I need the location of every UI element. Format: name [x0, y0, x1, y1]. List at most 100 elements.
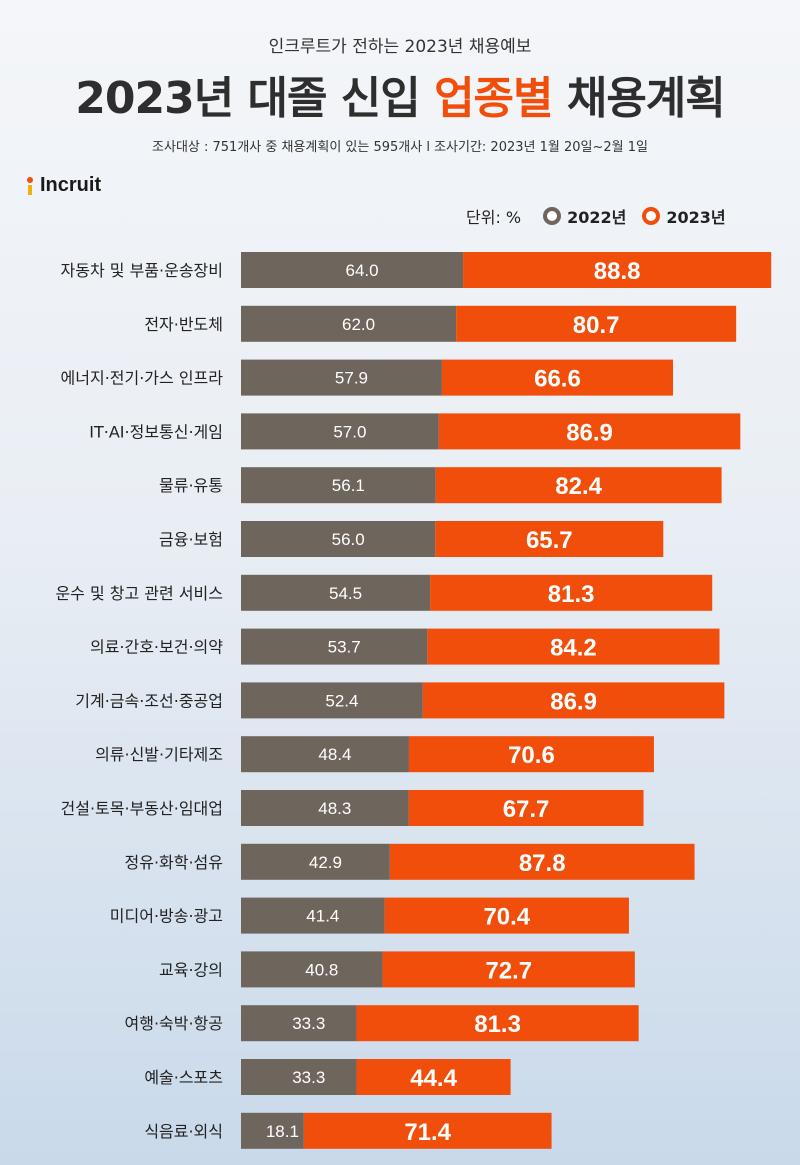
bar-2022: [241, 305, 457, 342]
legend-2022-dot-icon: [543, 207, 562, 225]
bar-2022: [241, 790, 409, 826]
bar-2023: [463, 252, 772, 288]
data-label-2022: 33.3: [292, 1068, 325, 1087]
data-label-2023: 44.4: [410, 1065, 457, 1092]
data-label-2023: 84.2: [550, 635, 597, 662]
legend-2022-label: 2022년: [567, 208, 627, 227]
category-label: 의류·신발·기타제조: [95, 745, 223, 764]
data-label-2023: 65.7: [526, 527, 573, 554]
data-label-2022: 48.3: [318, 799, 351, 818]
chart-subtitle: 인크루트가 전하는 2023년 채용예보: [268, 37, 532, 57]
category-label: 운수 및 창고 관련 서비스: [55, 584, 223, 603]
bar-2022: [241, 897, 385, 934]
bar-2022: [241, 467, 436, 504]
legend-item-2022: 2022년: [543, 204, 626, 228]
data-label-2022: 48.4: [318, 745, 351, 764]
legend: 단위: % 2022년 2023년: [466, 204, 742, 228]
data-label-2022: 56.0: [332, 530, 365, 549]
category-label: 금융·보험: [159, 530, 223, 549]
category-label: 전자·반도체: [144, 315, 223, 334]
category-label: 미디어·방송·광고: [110, 907, 223, 926]
data-label-2022: 33.3: [292, 1014, 325, 1033]
category-label: IT·AI·정보통신·게임: [89, 422, 223, 441]
data-label-2023: 72.7: [485, 957, 532, 984]
data-label-2022: 18.1: [266, 1122, 299, 1141]
data-label-2023: 81.3: [548, 581, 595, 608]
bar-2022: [241, 736, 409, 773]
chart-title: 2023년 대졸 신입 업종별 채용계획: [0, 62, 800, 126]
data-label-2022: 64.0: [345, 261, 378, 280]
data-label-2023: 71.4: [404, 1119, 451, 1146]
category-label: 여행·숙박·항공: [125, 1014, 224, 1033]
incruit-logo-text: Incruit: [40, 174, 102, 196]
bar-2023: [430, 574, 713, 611]
incruit-logo: Incruit: [26, 174, 101, 197]
data-label-2022: 40.8: [305, 960, 338, 979]
bar-2022: [241, 574, 431, 611]
category-label: 물류·유통: [159, 476, 223, 495]
data-label-2022: 52.4: [325, 691, 358, 710]
bar-2023: [303, 1112, 552, 1149]
bar-2023: [456, 305, 737, 342]
data-label-2023: 81.3: [474, 1011, 521, 1038]
category-label: 의료·간호·보건·의약: [90, 638, 223, 657]
bar-2023: [422, 682, 725, 719]
data-label-2023: 66.6: [534, 366, 581, 393]
bar-2022: [241, 359, 442, 396]
bar-2022: [241, 413, 439, 450]
bar-2023: [384, 897, 629, 934]
bar-2023: [441, 359, 674, 396]
data-label-2023: 70.6: [508, 742, 555, 769]
bar-2023: [356, 1005, 639, 1042]
data-label-2022: 42.9: [309, 853, 342, 872]
data-label-2022: 56.1: [332, 476, 365, 495]
survey-info: 조사대상 : 751개사 중 채용계획이 있는 595개사 l 조사기간: 20…: [152, 140, 648, 155]
data-label-2023: 87.8: [519, 850, 566, 877]
legend-2023-dot-icon: [642, 207, 661, 225]
category-label: 교육·강의: [159, 960, 223, 979]
bar-2023: [356, 1059, 511, 1095]
data-label-2022: 54.5: [329, 584, 362, 603]
data-label-2023: 86.9: [566, 419, 613, 446]
title-part1: 2023년 대졸 신입: [75, 73, 435, 124]
data-label-2022: 41.4: [306, 907, 339, 926]
bar-2023: [408, 736, 654, 773]
bar-2022: [241, 1059, 357, 1095]
category-label: 기계·금속·조선·중공업: [75, 691, 223, 710]
category-label: 정유·화학·섬유: [125, 853, 224, 872]
data-label-2022: 53.7: [328, 638, 361, 657]
bar-2022: [241, 951, 383, 988]
legend-2023-label: 2023년: [666, 208, 726, 227]
bar-2023: [427, 628, 720, 665]
data-label-2022: 57.9: [335, 369, 368, 388]
bar-2022: [241, 628, 428, 665]
data-label-2023: 70.4: [483, 904, 530, 931]
data-label-2023: 67.7: [503, 796, 550, 823]
legend-item-2023: 2023년: [642, 204, 726, 228]
legend-unit: 단위: %: [466, 208, 522, 227]
bar-2022: [241, 1005, 357, 1042]
category-label: 에너지·전기·가스 인프라: [61, 369, 224, 388]
data-label-2022: 57.0: [333, 422, 366, 441]
data-label-2023: 88.8: [594, 258, 641, 285]
bar-2022: [241, 682, 423, 719]
bar-2023: [408, 790, 644, 826]
bar-2023: [382, 951, 635, 988]
bar-2023: [438, 413, 741, 450]
data-label-2023: 82.4: [555, 473, 602, 500]
category-label: 예술·스포츠: [144, 1068, 223, 1087]
bar-2022: [241, 843, 390, 880]
data-label-2023: 80.7: [573, 312, 620, 339]
bar-2022: [241, 1112, 304, 1149]
category-label: 식음료·외식: [144, 1122, 223, 1141]
bar-2022: [241, 252, 464, 288]
data-label-2022: 62.0: [342, 315, 375, 334]
title-part2: 채용계획: [552, 73, 726, 124]
bar-2022: [241, 521, 436, 557]
category-label: 자동차 및 부품·운송장비: [61, 261, 223, 280]
bar-2023: [389, 843, 695, 880]
incruit-logo-icon: [26, 176, 37, 195]
title-highlight: 업종별: [434, 73, 553, 124]
category-label: 건설·토목·부동산·임대업: [61, 799, 223, 818]
bar-2023: [435, 467, 722, 504]
